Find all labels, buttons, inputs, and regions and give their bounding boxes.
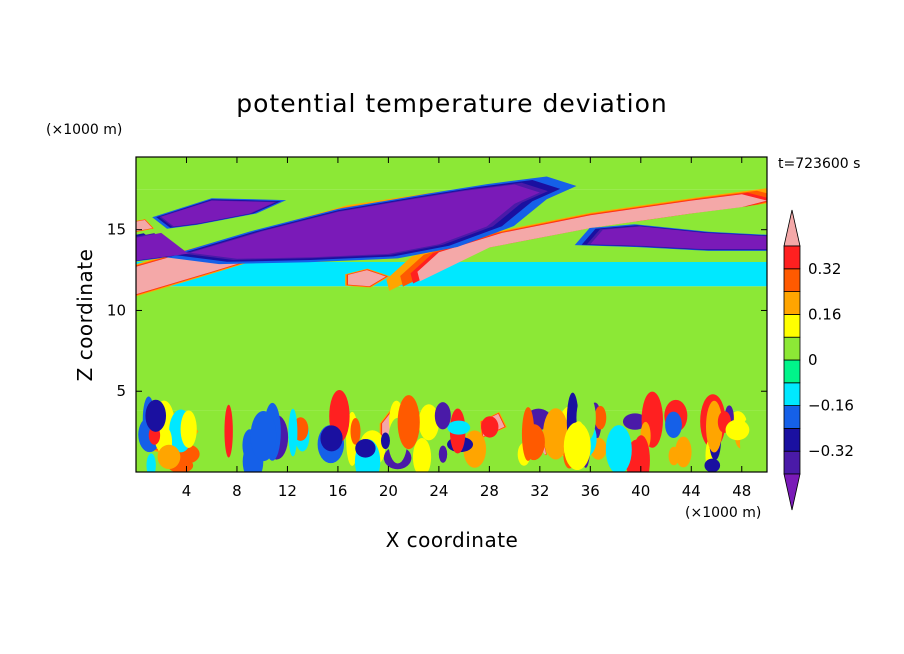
y-tick-label: 10: [107, 301, 126, 319]
turbulence-cell: [380, 432, 390, 450]
colorbar-swatch: [783, 336, 801, 361]
turbulence-cell: [725, 419, 750, 441]
contour-region: [136, 220, 153, 232]
contour-regions: [136, 176, 767, 457]
x-tick-label: 36: [581, 482, 600, 500]
y-tick-label: 5: [116, 382, 126, 400]
field-band: [136, 157, 767, 190]
turbulence-cell: [522, 424, 545, 461]
x-tick-label: 12: [278, 482, 297, 500]
colorbar-tick-label: −0.16: [808, 397, 854, 415]
turbulence-cell: [418, 404, 440, 441]
contour-region: [417, 194, 767, 282]
x-tick-label: 24: [429, 482, 448, 500]
x-axis-title: X coordinate: [386, 528, 519, 552]
turbulence-cell: [157, 444, 181, 469]
y-unit-label: (×1000 m): [46, 122, 122, 138]
chart-title: potential temperature deviation: [236, 89, 667, 118]
colorbar-swatch: [783, 405, 801, 429]
turbulence-cell: [594, 405, 607, 430]
turbulence-cell: [675, 436, 692, 468]
colorbar-tick-label: −0.32: [808, 442, 854, 460]
turbulence-cell: [665, 411, 682, 439]
contour-region: [136, 184, 540, 261]
contour-region: [161, 200, 275, 227]
colorbar-swatch: [783, 382, 801, 406]
y-axis-title: Z coordinate: [73, 249, 97, 382]
turbulence-cell: [224, 404, 233, 458]
turbulence-cell: [438, 445, 448, 463]
colorbar-bottom-arrow: [783, 473, 801, 511]
x-unit-label: (×1000 m): [685, 505, 761, 521]
turbulence-cell: [668, 446, 680, 466]
turbulence-cell: [605, 425, 632, 472]
turbulence-cell: [250, 410, 277, 462]
turbulence-cell: [622, 413, 648, 430]
colorbar-tick-label: 0.32: [808, 260, 841, 278]
y-tick-label: 15: [107, 221, 126, 239]
x-tick-label: 16: [328, 482, 347, 500]
colorbar-top-arrow: [783, 209, 801, 247]
colorbar-swatch: [783, 450, 801, 475]
field-band: [136, 262, 767, 287]
turbulence-cell: [543, 408, 569, 460]
plot-area: [136, 157, 767, 472]
turbulence-cell: [412, 438, 432, 472]
turbulence-cell: [704, 458, 721, 472]
x-tick-label: 48: [732, 482, 751, 500]
contour-region: [348, 270, 386, 287]
turbulence-cell: [146, 453, 156, 472]
y-axis-ticks: 5 10 15: [107, 221, 767, 400]
colorbar-swatch: [783, 427, 801, 452]
contour-region: [590, 226, 767, 250]
x-axis-ticks: 4 8 12 16 20 24 28 32 36 40 44 48: [182, 157, 751, 500]
x-tick-label: 40: [631, 482, 650, 500]
x-tick-label: 20: [379, 482, 398, 500]
colorbar-swatch: [783, 359, 801, 384]
turbulence-layer: [138, 389, 767, 472]
turbulence-cell: [355, 438, 376, 458]
turbulence-cell: [447, 420, 471, 435]
field-band: [136, 286, 767, 411]
turbulence-cell: [434, 402, 451, 430]
turbulence-cell: [350, 417, 361, 445]
turbulence-cell: [145, 399, 167, 432]
time-label: t=723600 s: [778, 156, 860, 172]
turbulence-cell: [397, 395, 420, 450]
colorbar-swatch: [783, 245, 801, 270]
colorbar-swatch: [783, 268, 801, 292]
turbulence-cell: [692, 432, 700, 472]
turbulence-cell: [180, 410, 197, 448]
turbulence-cell: [632, 435, 650, 472]
colorbar: 0.32 0.16 0 −0.16 −0.32: [783, 209, 854, 511]
turbulence-cell: [563, 422, 591, 471]
colorbar-swatch: [783, 313, 801, 338]
turbulence-cell: [481, 416, 499, 438]
x-tick-label: 8: [232, 482, 242, 500]
colorbar-tick-label: 0: [808, 351, 818, 369]
x-tick-label: 32: [530, 482, 549, 500]
plot-frame: [135, 156, 768, 473]
x-tick-label: 44: [682, 482, 701, 500]
turbulence-cell: [706, 400, 723, 453]
x-tick-label: 4: [182, 482, 192, 500]
turbulence-cell: [288, 408, 298, 457]
colorbar-tick-label: 0.16: [808, 305, 841, 323]
colorbar-swatch: [783, 291, 801, 315]
x-tick-label: 28: [480, 482, 499, 500]
turbulence-cell: [320, 425, 343, 452]
